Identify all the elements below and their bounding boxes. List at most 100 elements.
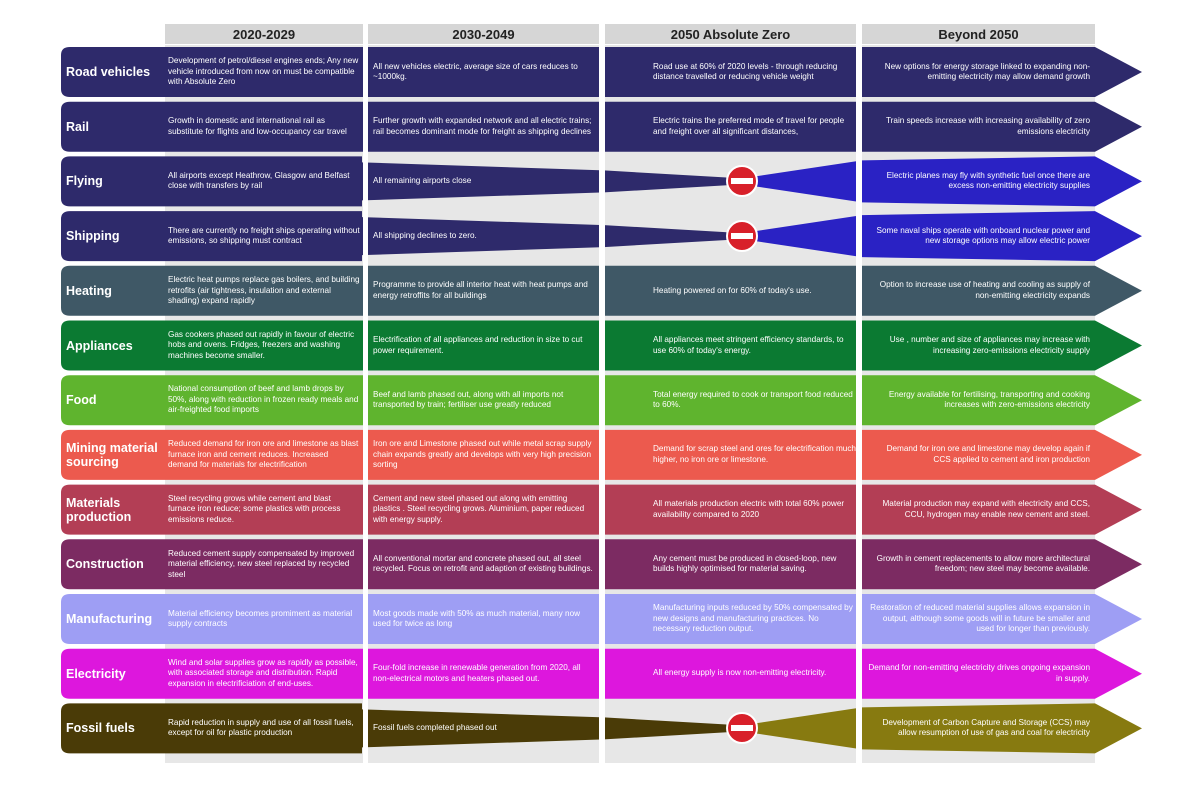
construction-cell-2: All conventional mortar and concrete pha… (373, 539, 593, 589)
fossil-fuels-decline-arrow (61, 703, 742, 754)
rail-label: Rail (66, 119, 89, 134)
column-separator (856, 428, 862, 481)
manufacturing-cell-2: Most goods made with 50% as much materia… (373, 594, 593, 644)
construction-cell-text: All conventional mortar and concrete pha… (373, 553, 593, 574)
column-separator (363, 702, 368, 755)
materials-production-cell-text: Cement and new steel phased out along wi… (373, 493, 585, 524)
mining-material-sourcing-cell-4: Demand for iron ore and limestone may de… (868, 430, 1090, 480)
column-separator (856, 593, 862, 645)
road-vehicles-cell-text: New options for energy storage linked to… (884, 61, 1090, 82)
fossil-fuels-cell-text: Rapid reduction in supply and use of all… (168, 717, 354, 738)
mining-material-sourcing-cell-text: Demand for iron ore and limestone may de… (886, 444, 1090, 464)
column-separator (599, 593, 605, 645)
flying-stop-icon (726, 165, 758, 198)
materials-production-cell-1: Steel recycling grows while cement and b… (168, 485, 360, 535)
electricity-cell-1: Wind and solar supplies grow as rapidly … (168, 649, 360, 699)
shipping-resume-arrow (742, 211, 1142, 262)
appliances-cell-4: Use , number and size of appliances may … (868, 321, 1090, 371)
column-separator (363, 428, 368, 481)
heating-cell-text: Electric heat pumps replace gas boilers,… (168, 275, 360, 306)
shipping-cell-4: Some naval ships operate with onboard nu… (868, 211, 1090, 261)
fossil-fuels-cell-text: Fossil fuels completed phased out (373, 723, 497, 733)
construction-cell-text: Reduced cement supply compensated by imp… (168, 548, 355, 579)
heating-cell-text: Option to increase use of heating and co… (879, 280, 1090, 300)
column-separator (856, 538, 862, 591)
column-separator (599, 538, 605, 591)
flying-cell-2: All remaining airports close (373, 156, 593, 206)
column-separator (363, 46, 368, 98)
column-separator (599, 264, 605, 317)
rail-cell-2: Further growth with expanded network and… (373, 102, 593, 152)
column-separator (599, 374, 605, 427)
road-vehicles-cell-2: All new vehicles electric, average size … (373, 47, 593, 97)
construction-cell-text: Growth in cement replacements to allow m… (876, 553, 1090, 574)
shipping-cell-text: All shipping declines to zero. (373, 230, 477, 240)
electricity-cell-text: All energy supply is now non-emitting el… (653, 668, 827, 678)
manufacturing-cell-text: Manufacturing inputs reduced by 50% comp… (653, 603, 853, 634)
column-separator (599, 428, 605, 481)
construction-label: Construction (66, 557, 144, 572)
header-2020-2029: 2020-2029 (165, 24, 363, 44)
column-separator (363, 483, 368, 536)
materials-production-label: Materials production (66, 495, 132, 524)
fossil-fuels-cell-4: Development of Carbon Capture and Storag… (868, 703, 1090, 753)
construction-cell-3: Any cement must be produced in closed-lo… (653, 539, 857, 589)
rail-cell-text: Train speeds increase with increasing av… (885, 116, 1090, 136)
appliances-cell-text: Electrification of all appliances and re… (373, 335, 583, 355)
appliances-cell-1: Gas cookers phased out rapidly in favour… (168, 321, 360, 371)
shipping-cell-text: There are currently no freight ships ope… (168, 225, 360, 246)
construction-cell-1: Reduced cement supply compensated by imp… (168, 539, 360, 589)
appliances-label: Appliances (66, 338, 133, 353)
heating-cell-3: Heating powered on for 60% of today's us… (653, 266, 857, 316)
column-separator (363, 538, 368, 591)
electricity-cell-text: Four-fold increase in renewable generati… (373, 663, 581, 683)
appliances-cell-text: All appliances meet stringent efficiency… (653, 335, 844, 355)
flying-cell-4: Electric planes may fly with synthetic f… (868, 156, 1090, 206)
manufacturing-cell-text: Restoration of reduced material supplies… (870, 603, 1090, 634)
flying-resume-arrow (742, 156, 1142, 207)
materials-production-cell-4: Material production may expand with elec… (868, 485, 1090, 535)
food-cell-text: National consumption of beef and lamb dr… (168, 384, 359, 415)
shipping-cell-text: Some naval ships operate with onboard nu… (876, 225, 1090, 246)
header-2030-2049: 2030-2049 (368, 24, 599, 44)
column-separator (856, 155, 862, 208)
road-vehicles-cell-text: All new vehicles electric, average size … (373, 61, 578, 82)
food-cell-3: Total energy required to cook or transpo… (653, 375, 857, 425)
column-separator (363, 264, 368, 317)
mining-material-sourcing-cell-2: Iron ore and Limestone phased out while … (373, 430, 593, 480)
road-vehicles-cell-3: Road use at 60% of 2020 levels - through… (653, 47, 857, 97)
column-separator (363, 593, 368, 645)
flying-decline-arrow (61, 156, 742, 207)
heating-cell-text: Heating powered on for 60% of today's us… (653, 285, 812, 295)
rail-cell-text: Further growth with expanded network and… (373, 116, 592, 136)
manufacturing-cell-text: Most goods made with 50% as much materia… (373, 608, 581, 629)
fossil-fuels-stop-icon (726, 712, 758, 745)
appliances-cell-text: Gas cookers phased out rapidly in favour… (168, 329, 355, 360)
column-separator (856, 483, 862, 536)
shipping-cell-2: All shipping declines to zero. (373, 211, 593, 261)
fossil-fuels-resume-arrow (742, 703, 1142, 754)
manufacturing-cell-1: Material efficiency becomes promiment as… (168, 594, 360, 644)
materials-production-cell-3: All materials production electric with t… (653, 485, 857, 535)
road-vehicles-cell-text: Road use at 60% of 2020 levels - through… (653, 61, 838, 82)
mining-material-sourcing-cell-1: Reduced demand for iron ore and limeston… (168, 430, 360, 480)
column-separator (856, 647, 862, 700)
food-cell-text: Energy available for fertilising, transp… (888, 389, 1090, 410)
flying-cell-text: All airports except Heathrow, Glasgow an… (168, 170, 350, 191)
shipping-stop-icon (726, 220, 758, 253)
column-separator (363, 100, 368, 153)
manufacturing-cell-3: Manufacturing inputs reduced by 50% comp… (653, 594, 857, 644)
electricity-cell-4: Demand for non-emitting electricity driv… (868, 649, 1090, 699)
electricity-cell-text: Demand for non-emitting electricity driv… (868, 663, 1090, 683)
electricity-cell-3: All energy supply is now non-emitting el… (653, 649, 857, 699)
road-vehicles-cell-text: Development of petrol/diesel engines end… (168, 56, 359, 87)
heating-label: Heating (66, 283, 112, 298)
electricity-label: Electricity (66, 666, 126, 681)
manufacturing-cell-text: Material efficiency becomes promiment as… (168, 608, 353, 629)
shipping-cell-1: There are currently no freight ships ope… (168, 211, 360, 261)
heating-cell-1: Electric heat pumps replace gas boilers,… (168, 266, 360, 316)
rail-cell-text: Electric trains the preferred mode of tr… (653, 116, 845, 136)
column-separator (599, 483, 605, 536)
food-cell-2: Beef and lamb phased out, along with all… (373, 375, 593, 425)
